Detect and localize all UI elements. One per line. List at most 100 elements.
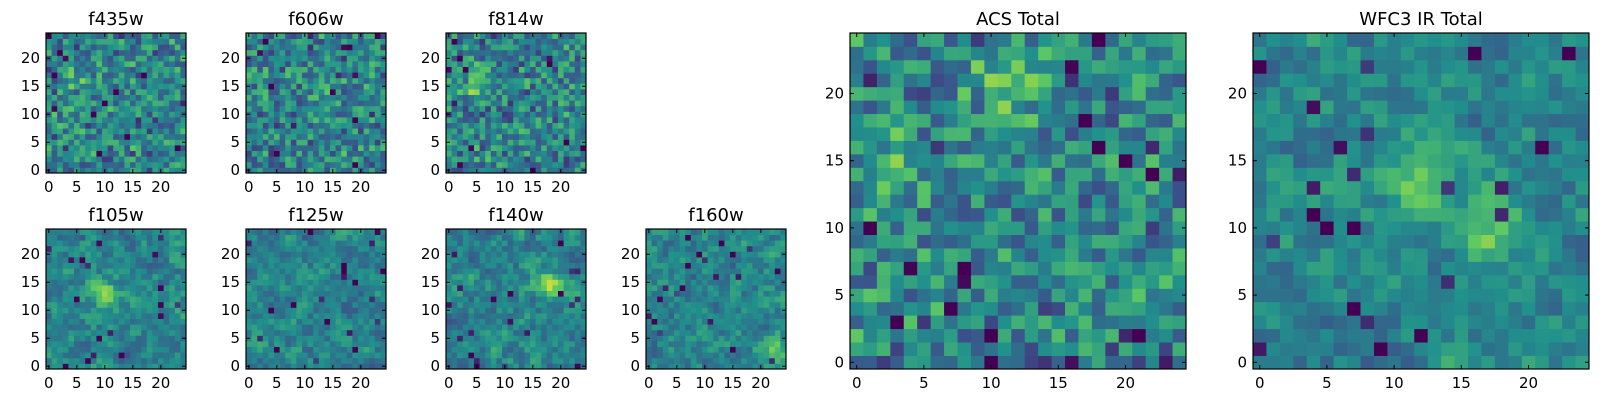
heatmap-cell: [496, 111, 503, 118]
heatmap-cell: [984, 221, 999, 235]
heatmap-cell: [313, 335, 320, 342]
heatmap-cell: [474, 66, 480, 73]
heatmap-cell: [502, 341, 508, 347]
heatmap-cell: [690, 346, 697, 353]
heatmap-cell: [163, 245, 170, 252]
heatmap-cell: [518, 55, 525, 62]
heatmap-cell: [513, 150, 520, 157]
heatmap-cell: [490, 240, 497, 247]
heatmap-cell: [62, 352, 69, 359]
heatmap-cell: [451, 167, 458, 174]
heatmap-cell: [79, 234, 86, 241]
heatmap-cell: [251, 341, 258, 347]
heatmap-cell: [318, 352, 325, 359]
heatmap-cell: [646, 290, 652, 297]
heatmap-cell: [285, 234, 292, 241]
heatmap-cell: [474, 346, 480, 353]
heatmap-cell: [674, 245, 680, 252]
heatmap-cell: [957, 234, 972, 249]
heatmap-cell: [468, 83, 475, 90]
heatmap-cell: [152, 290, 159, 297]
heatmap-cell: [318, 167, 325, 174]
heatmap-cell: [574, 161, 581, 168]
heatmap-cell: [141, 251, 148, 258]
heatmap-cell: [113, 66, 120, 73]
heatmap-cell: [769, 346, 776, 353]
heatmap-cell: [135, 245, 142, 252]
heatmap-cell: [774, 313, 781, 319]
heatmap-cell: [335, 329, 342, 336]
heatmap-cell: [513, 262, 520, 269]
heatmap-cell: [696, 290, 703, 297]
heatmap-cell: [152, 72, 159, 79]
heatmap-cell: [113, 313, 120, 319]
heatmap-cell: [524, 139, 531, 146]
heatmap-cell: [62, 38, 69, 45]
heatmap-cell: [324, 38, 331, 45]
heatmap-cell: [290, 313, 297, 319]
heatmap-cell: [546, 346, 553, 353]
heatmap-cell: [468, 251, 475, 258]
heatmap-cell: [713, 245, 720, 252]
heatmap-cell: [646, 341, 652, 347]
heatmap-cell: [1091, 342, 1106, 356]
heatmap-cell: [279, 324, 286, 331]
panel-title: f814w: [488, 9, 543, 30]
heatmap-cell: [90, 133, 97, 140]
heatmap-cell: [352, 329, 359, 336]
heatmap-cell: [507, 335, 514, 342]
heatmap-cell: [268, 89, 275, 95]
heatmap-cell: [274, 279, 280, 286]
heatmap-cell: [530, 55, 536, 62]
heatmap-cell: [68, 150, 75, 157]
heatmap-cell: [118, 128, 125, 135]
heatmap-cell: [335, 49, 342, 56]
heatmap-cell: [96, 262, 103, 269]
heatmap-cell: [262, 329, 269, 336]
heatmap-cell: [552, 262, 559, 269]
heatmap-cell: [363, 156, 370, 163]
heatmap-cell: [335, 285, 342, 291]
heatmap-cell: [780, 262, 787, 269]
heatmap-cell: [79, 240, 86, 247]
heatmap-cell: [474, 111, 480, 118]
heatmap-cell: [102, 139, 108, 146]
heatmap-cell: [668, 341, 675, 347]
heatmap-cell: [485, 268, 492, 275]
heatmap-cell: [479, 33, 486, 39]
heatmap-cell: [468, 346, 475, 353]
heatmap-cell: [85, 318, 92, 325]
heatmap-cell: [485, 145, 492, 151]
heatmap-cell: [279, 89, 286, 95]
heatmap-cell: [552, 55, 559, 62]
heatmap-cell: [462, 156, 469, 163]
heatmap-cell: [85, 335, 92, 342]
heatmap-cell: [169, 61, 176, 67]
heatmap-cell: [324, 329, 331, 336]
heatmap-cell: [457, 290, 464, 297]
heatmap-cell: [107, 352, 114, 359]
heatmap-cell: [335, 346, 342, 353]
heatmap-cell: [580, 61, 587, 67]
heatmap-cell: [741, 279, 748, 286]
heatmap-cell: [107, 229, 114, 235]
heatmap-cell: [552, 251, 559, 258]
heatmap-cell: [457, 133, 464, 140]
heatmap-cell: [502, 296, 508, 303]
heatmap-cell: [451, 234, 458, 241]
heatmap-cell: [369, 262, 376, 269]
heatmap-cell: [541, 44, 548, 51]
heatmap-cell: [135, 346, 142, 353]
heatmap-cell: [363, 49, 370, 56]
heatmap-cell: [930, 194, 945, 209]
heatmap-cell: [90, 245, 97, 252]
heatmap-cell: [490, 44, 497, 51]
heatmap-cell: [769, 341, 776, 347]
heatmap-cell: [752, 335, 759, 342]
heatmap-cell: [903, 301, 918, 316]
heatmap-cell: [169, 262, 176, 269]
heatmap-cell: [318, 150, 325, 157]
heatmap-cell: [552, 324, 559, 331]
heatmap-cell: [169, 33, 176, 39]
heatmap-cell: [57, 128, 64, 135]
